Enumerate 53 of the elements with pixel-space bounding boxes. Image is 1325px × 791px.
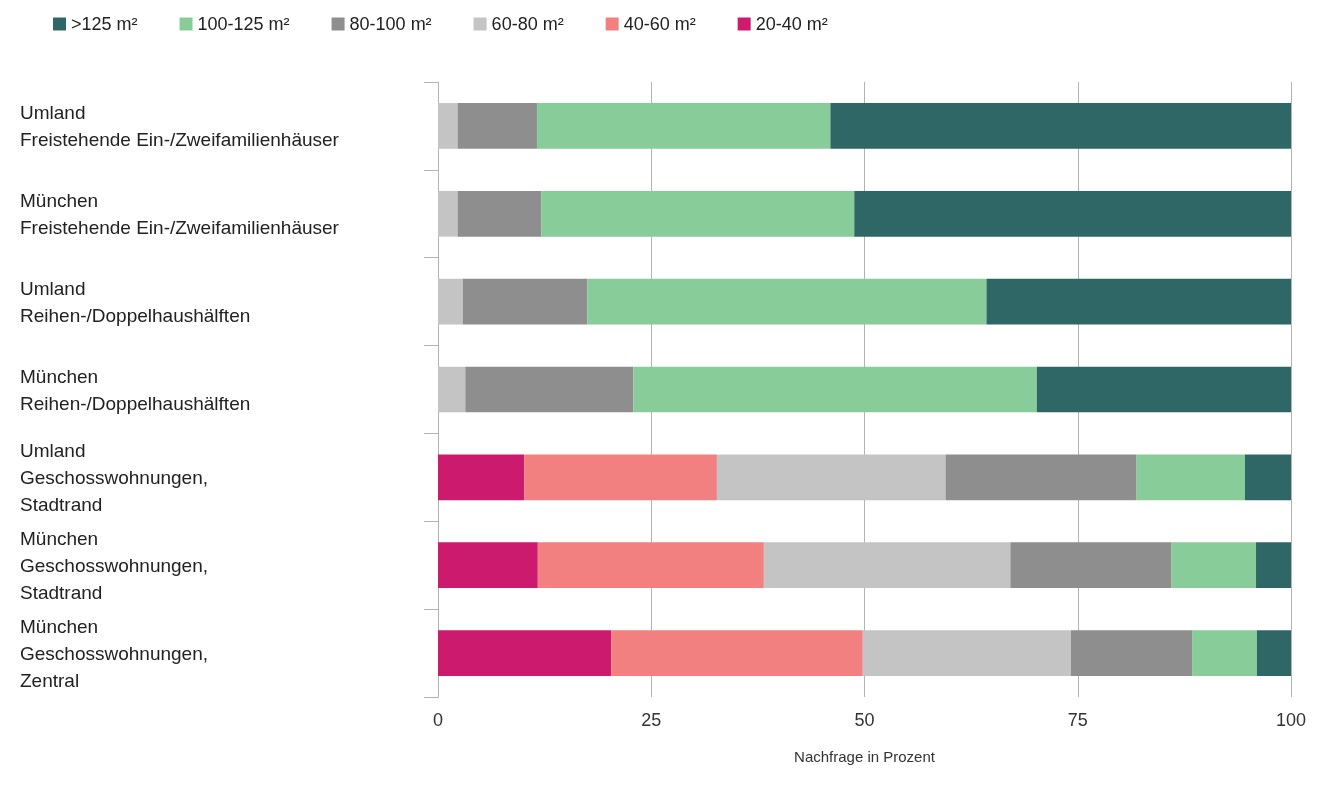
bar [457, 190, 542, 237]
legend-label: 80-100 m² [349, 14, 432, 34]
bar [1010, 542, 1172, 589]
bar [763, 542, 1011, 589]
x-tick-label: 50 [854, 710, 875, 730]
bar [716, 454, 946, 501]
bar [1244, 454, 1291, 501]
bar [830, 103, 1291, 149]
bar [438, 278, 463, 325]
x-axis-title: Nachfrage in Prozent [794, 748, 936, 765]
bar [524, 454, 717, 501]
bar [438, 454, 525, 501]
bar [1256, 630, 1291, 676]
bar [945, 454, 1137, 501]
bar [1070, 630, 1193, 676]
y-tick-label: München Reihen-/Doppelhaushälften [20, 365, 251, 414]
bar [541, 190, 855, 237]
bar [457, 103, 537, 149]
bar [438, 630, 612, 676]
bar [438, 542, 538, 589]
bar [1036, 366, 1291, 413]
bar [438, 103, 458, 149]
y-tick-label: München Freistehende Ein-/Zweifamilienhäuser [20, 189, 340, 238]
y-tick-label: Umland Reihen-/Doppelhaushälften [20, 277, 251, 326]
legend-label: 20-40 m² [755, 14, 828, 34]
y-tick-label: München Geschosswohnungen, Zentral [20, 615, 209, 691]
x-tick-label: 0 [432, 710, 444, 730]
bar [438, 366, 466, 413]
bar [862, 630, 1071, 676]
bar [633, 366, 1037, 413]
legend-label: >125 m² [71, 14, 138, 34]
x-tick-label: 25 [641, 710, 662, 730]
bar [854, 190, 1291, 237]
x-tick-label: 100 [1275, 710, 1307, 730]
bar [587, 278, 987, 325]
y-tick-label: Umland Geschosswohnungen, Stadtrand [20, 439, 209, 515]
y-tick-label: Umland Freistehende Ein-/Zweifamilienhäuser [20, 101, 340, 150]
bar [1192, 630, 1257, 676]
y-tick-label: München Geschosswohnungen, Stadtrand [20, 527, 209, 603]
bar [462, 278, 588, 325]
legend-label: 60-80 m² [491, 14, 564, 34]
bar [611, 630, 863, 676]
bar [438, 190, 458, 237]
bar [536, 103, 831, 149]
bar [986, 278, 1291, 325]
bar [1136, 454, 1245, 501]
bar [1256, 542, 1291, 589]
bar [1171, 542, 1257, 589]
legend-label: 40-60 m² [623, 14, 696, 34]
legend-label: 100-125 m² [197, 14, 290, 34]
bar [465, 366, 634, 413]
bar [537, 542, 764, 589]
x-tick-label: 75 [1067, 710, 1088, 730]
